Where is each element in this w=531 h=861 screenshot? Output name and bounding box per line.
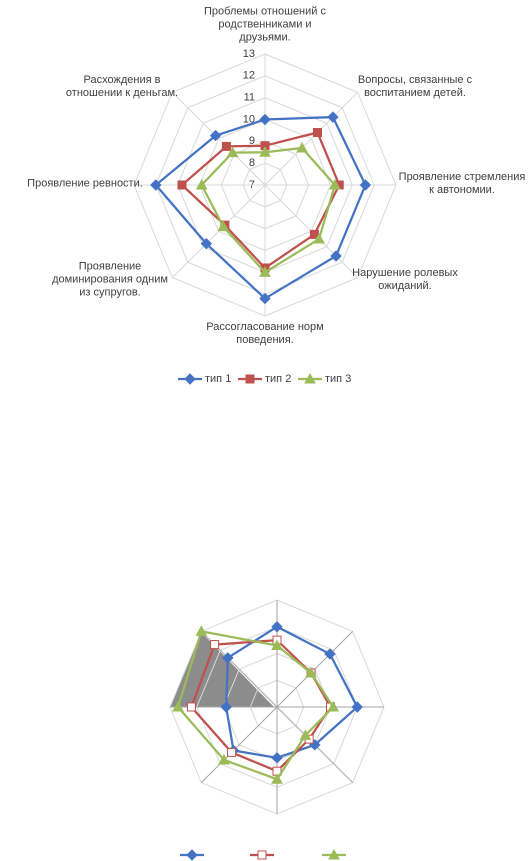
marker	[150, 179, 162, 191]
marker	[271, 621, 283, 633]
marker	[305, 666, 317, 678]
spoke	[172, 184, 266, 278]
marker	[259, 292, 271, 305]
marker	[222, 652, 234, 664]
marker	[312, 128, 322, 138]
marker	[271, 752, 283, 764]
category-label: Расхождения в отношении к деньгам.	[65, 74, 179, 99]
marker	[221, 141, 231, 151]
spoke	[172, 92, 266, 186]
tick-label: 8	[249, 157, 255, 169]
marker	[209, 129, 222, 142]
marker	[299, 729, 312, 740]
tick-label: 13	[243, 48, 255, 60]
category-label: Проявление стремления к автономии.	[398, 171, 526, 196]
marker	[195, 625, 208, 636]
marker	[313, 233, 325, 244]
marker	[172, 700, 184, 712]
legend-marker	[245, 374, 255, 384]
marker	[210, 640, 220, 650]
marker	[218, 753, 230, 765]
marker	[177, 180, 187, 190]
marker	[271, 639, 283, 650]
tick-label: 10	[243, 113, 255, 125]
tick-label: 9	[249, 135, 255, 147]
legend-label: тип 2	[265, 373, 291, 385]
marker	[195, 178, 208, 190]
marker	[327, 700, 340, 712]
marker	[259, 146, 271, 157]
marker	[186, 702, 196, 712]
marker	[330, 250, 342, 262]
series-line	[200, 146, 337, 274]
marker	[259, 113, 271, 126]
legend-label: тип 1	[205, 373, 231, 385]
marker	[327, 111, 339, 123]
legend-marker	[184, 373, 196, 385]
category-label: Вопросы, связанные с воспитанием детей.	[357, 74, 473, 99]
legend-marker	[186, 849, 198, 861]
marker	[259, 266, 271, 277]
legend-marker	[328, 848, 340, 860]
category-label: Проблемы отношений с родственниками и др…	[204, 5, 326, 44]
legend-label: тип 3	[325, 373, 351, 385]
marker	[227, 747, 237, 757]
marker	[226, 146, 239, 158]
marker	[296, 141, 308, 153]
category-label: Проявление доминирования одним из супруг…	[52, 260, 168, 299]
category-label: Нарушение ролевых ожиданий.	[352, 267, 458, 292]
marker	[359, 179, 372, 191]
spoke	[264, 92, 358, 186]
marker	[271, 773, 283, 784]
category-label: Проявление ревности.	[27, 177, 143, 190]
tick-label: 11	[244, 92, 255, 104]
marker	[324, 648, 336, 660]
marker	[200, 237, 213, 250]
legend-marker	[257, 850, 267, 860]
legend-marker	[304, 372, 316, 384]
marker	[351, 701, 363, 713]
tick-label: 12	[243, 70, 255, 82]
marker	[220, 701, 232, 713]
category-label: Рассогласование норм поведения.	[206, 321, 324, 346]
marker	[217, 220, 230, 232]
marker	[329, 178, 341, 190]
spoke	[200, 706, 278, 784]
